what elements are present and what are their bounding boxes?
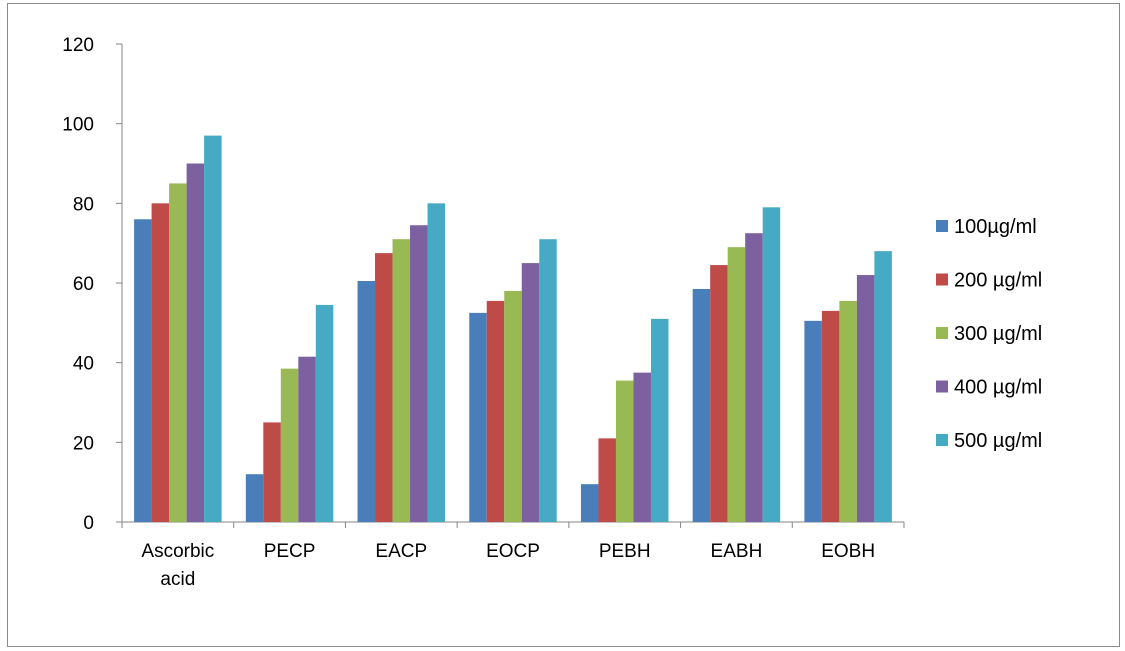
bar (263, 422, 281, 522)
bar (151, 203, 170, 523)
bar (727, 247, 746, 522)
legend-swatch (936, 220, 948, 232)
bar (169, 183, 187, 522)
legend-label: 200 µg/ml (954, 270, 1042, 292)
legend-swatch (936, 327, 948, 339)
legend: 100µg/ml 200 µg/ml 300 µg/ml 400 µg/ml 500 µ… (936, 216, 1042, 452)
legend-swatch (936, 273, 948, 286)
bar (539, 239, 557, 522)
bar (410, 225, 428, 522)
bar (427, 203, 446, 523)
x-tick-label: EOBH (821, 541, 875, 562)
bar (280, 368, 299, 522)
bar (692, 288, 711, 522)
bar (598, 438, 616, 522)
y-tick-label: 60 (73, 274, 94, 295)
bar (821, 310, 840, 522)
bar (839, 300, 857, 522)
bar (486, 300, 505, 522)
y-tick-label: 100 (62, 115, 94, 136)
y-tick-label: 120 (62, 35, 94, 56)
x-tick-label: EABH (711, 541, 763, 562)
legend-label: 500 µg/ml (954, 430, 1042, 452)
bar (245, 474, 264, 522)
bars (134, 135, 892, 523)
y-axis: 0 20 40 60 80 100 120 (62, 35, 123, 534)
bar (134, 219, 152, 522)
bar (580, 484, 599, 522)
bar (710, 265, 728, 522)
bar (504, 290, 522, 522)
bar (874, 251, 892, 522)
bar (745, 233, 763, 523)
bar (357, 281, 376, 522)
x-tick-label: acid (160, 569, 195, 590)
legend-label: 300 µg/ml (954, 323, 1042, 345)
bar (375, 253, 393, 522)
legend-swatch (936, 434, 948, 446)
legend-label: 400 µg/ml (954, 377, 1042, 399)
bar (615, 380, 634, 522)
bar (469, 312, 487, 522)
x-tick-label: EOCP (486, 541, 540, 562)
bar (856, 275, 875, 522)
bar (186, 163, 205, 522)
bar (298, 356, 316, 522)
x-tick-label: EACP (375, 541, 427, 562)
y-tick-label: 20 (73, 433, 94, 454)
legend-label: 100µg/ml (954, 216, 1037, 238)
x-tick-label: PECP (264, 541, 316, 562)
x-axis: Ascorbic acid PECP EACP EOCP PEBH EABH EOBH (121, 521, 905, 590)
bar (521, 263, 540, 522)
y-tick-label: 80 (73, 194, 94, 215)
bar (204, 135, 222, 522)
bar (392, 239, 411, 522)
bar (804, 320, 822, 522)
y-tick-label: 40 (73, 354, 94, 375)
legend-swatch (936, 380, 948, 393)
bar (650, 318, 669, 522)
y-tick-label: 0 (83, 513, 94, 534)
x-tick-label: Ascorbic (141, 541, 214, 562)
bar (315, 304, 334, 522)
bar (633, 372, 651, 522)
bar (762, 207, 781, 523)
x-tick-label: PEBH (599, 541, 651, 562)
